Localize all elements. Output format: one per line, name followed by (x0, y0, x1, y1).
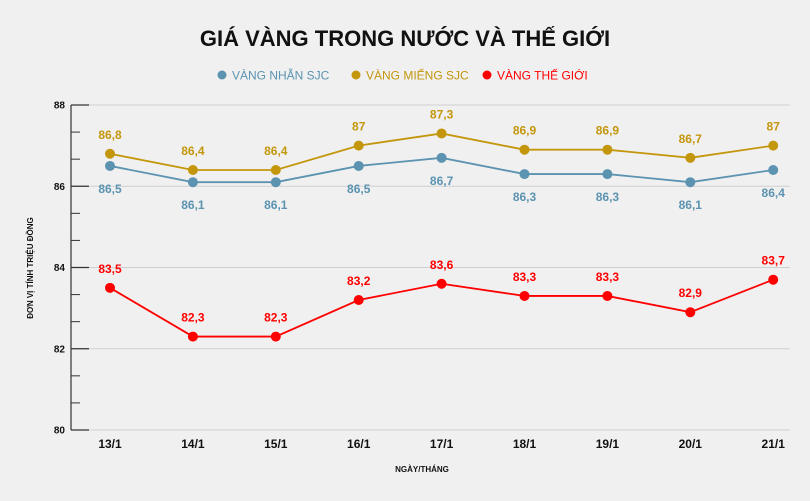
data-label: 86,4 (181, 144, 205, 158)
x-axis-label: NGÀY/THÁNG (395, 465, 449, 474)
data-label: 86,1 (181, 198, 205, 212)
data-point (436, 278, 447, 289)
data-label: 83,5 (98, 262, 122, 276)
legend-marker (217, 70, 227, 80)
data-label: 86,5 (347, 182, 371, 196)
x-tick-label: 21/1 (762, 437, 786, 451)
data-label: 83,7 (762, 254, 786, 268)
data-label: 83,2 (347, 274, 371, 288)
data-point (105, 282, 115, 293)
y-tick-label: 84 (54, 263, 66, 274)
data-point (768, 274, 779, 285)
data-point (685, 307, 696, 318)
data-point (105, 148, 115, 159)
data-point (519, 290, 530, 301)
data-point (187, 177, 198, 188)
data-label: 86,3 (596, 190, 620, 204)
data-point (768, 165, 779, 175)
series-group: 86,586,1 86,186,586,786,3 86,386,186,486,8… (98, 107, 786, 342)
x-tick-label: 18/1 (513, 437, 537, 451)
data-point (270, 177, 281, 188)
data-point (519, 144, 530, 155)
data-label: 86,1 (264, 198, 288, 212)
data-point (187, 165, 198, 175)
data-label: 86,1 (679, 198, 703, 212)
data-label: 86,7 (430, 174, 454, 188)
data-point (436, 128, 447, 139)
series-0: 86,5 86,1 86,1 86,5 86,7 86,3 86,3 86,1 86,4 (98, 152, 786, 212)
x-tick-label: 14/1 (181, 437, 205, 451)
data-label: 83,3 (596, 270, 620, 284)
x-tick-label: 13/1 (98, 437, 122, 451)
data-point (685, 152, 696, 163)
y-tick-label: 82 (54, 344, 66, 355)
data-point (519, 169, 530, 180)
data-label: 83,3 (513, 270, 537, 284)
data-label: 86,8 (98, 128, 122, 142)
data-point (270, 331, 281, 342)
data-label: 83,6 (430, 258, 454, 272)
x-tick-label: 15/1 (264, 437, 288, 451)
data-point (270, 165, 281, 175)
data-label: 86,4 (264, 144, 288, 158)
axes: 80 82 84 86 88 13/1 14/1 15/1 16/1 17/1 18/1 19/1 20… (54, 101, 785, 452)
data-point (187, 331, 198, 342)
data-label: 82,9 (679, 286, 703, 300)
data-label: 86,9 (596, 124, 620, 138)
data-label: 87,3 (430, 107, 454, 121)
x-tick-label: 20/1 (679, 437, 703, 451)
data-label: 82,3 (264, 311, 288, 325)
data-point (353, 160, 364, 171)
data-point (602, 169, 613, 180)
data-point (602, 144, 613, 155)
data-label: 82,3 (181, 311, 205, 325)
legend-marker (351, 70, 361, 80)
x-tick-label: 19/1 (596, 437, 620, 451)
data-point (353, 140, 364, 151)
data-label: 86,3 (513, 190, 537, 204)
data-point (602, 290, 613, 301)
series-line (109, 132, 774, 171)
data-point (105, 160, 115, 171)
data-point (353, 295, 364, 305)
x-tick-label: 17/1 (430, 437, 454, 451)
legend-label: VÀNG NHẪN SJC (232, 68, 330, 83)
y-tick-label: 88 (54, 101, 66, 112)
chart-title: GIÁ VÀNG TRONG NƯỚC VÀ THẾ GIỚI (200, 26, 610, 51)
data-point (685, 177, 696, 188)
legend: VÀNG NHẪN SJC VÀNG MIẾNG SJC VÀNG THẾ GIỚI (217, 68, 588, 83)
data-label: 86,7 (679, 132, 703, 146)
legend-label: VÀNG THẾ GIỚI (497, 68, 588, 83)
series-2: 83,5 82,3 82,3 83,2 83,6 83,3 83,3 82,9 83,7 (98, 254, 785, 342)
data-point (768, 140, 779, 151)
y-tick-label: 80 (54, 426, 66, 437)
data-label: 86,9 (513, 124, 537, 138)
data-label: 87 (352, 120, 366, 134)
y-axis-label: ĐƠN VỊ TÍNH TRIỆU ĐỒNG (25, 217, 35, 319)
data-label: 87 (767, 120, 781, 134)
legend-marker (482, 70, 492, 80)
data-label: 86,4 (762, 186, 786, 200)
data-label: 86,5 (98, 182, 122, 196)
legend-label: VÀNG MIẾNG SJC (366, 68, 469, 83)
y-tick-label: 86 (54, 182, 66, 193)
series-1: 86,8 86,4 86,4 87 87,3 86,9 86,9 86,7 87 (98, 107, 780, 175)
data-point (436, 152, 447, 163)
x-tick-label: 16/1 (347, 437, 371, 451)
